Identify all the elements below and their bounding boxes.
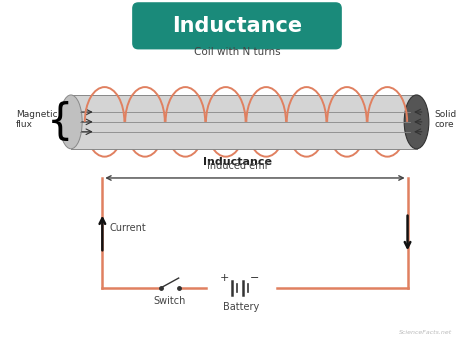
Ellipse shape [60,95,82,149]
Text: +: + [220,273,229,283]
Text: −: − [250,273,260,283]
Text: Induced emf: Induced emf [207,161,267,171]
Text: Current: Current [109,223,146,234]
Text: Inductance: Inductance [172,16,302,36]
Text: {: { [46,101,73,143]
Ellipse shape [404,95,429,149]
Text: Solid
core: Solid core [435,110,457,129]
Text: Magnetic
flux: Magnetic flux [16,110,58,129]
FancyBboxPatch shape [133,3,341,49]
Text: Battery: Battery [223,302,260,312]
Text: Coil with N turns: Coil with N turns [194,47,280,57]
Polygon shape [71,95,417,149]
Text: ScienceFacts.net: ScienceFacts.net [399,330,452,335]
Text: Switch: Switch [154,296,186,306]
Text: Inductance: Inductance [202,157,272,167]
